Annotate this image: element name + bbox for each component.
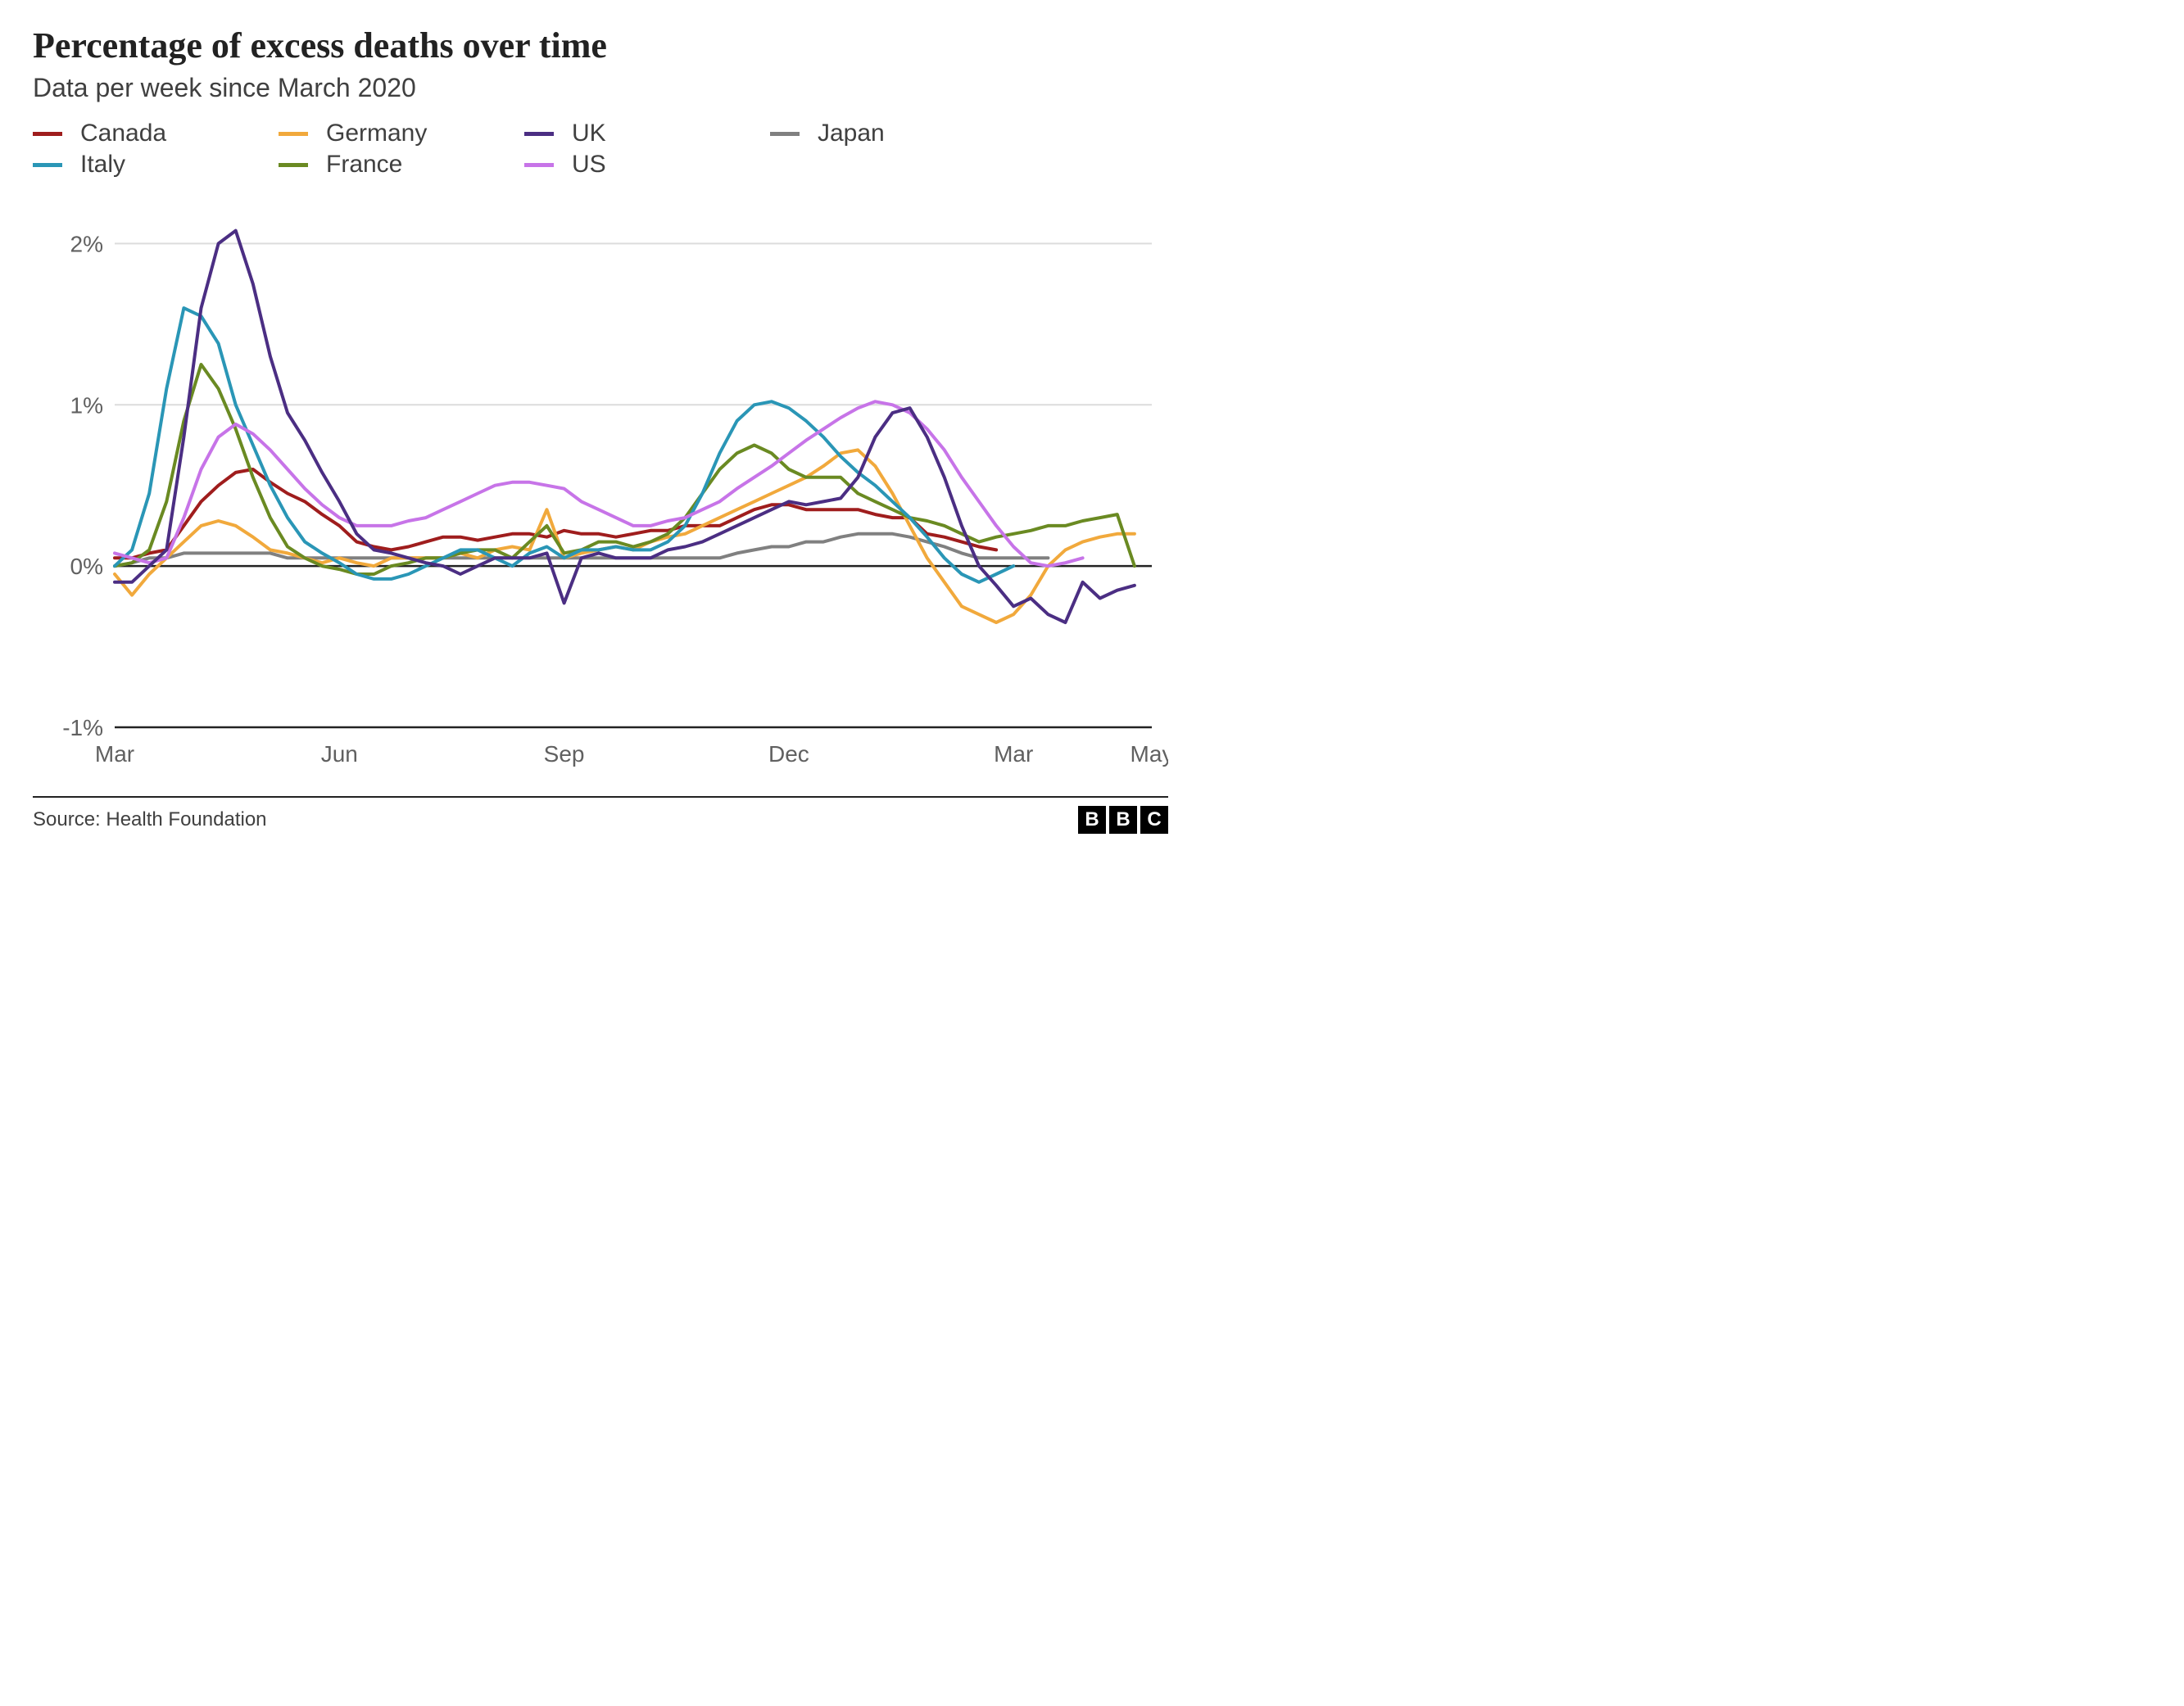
legend-swatch bbox=[33, 132, 62, 136]
x-tick-label: Mar bbox=[95, 741, 134, 767]
legend: Canada Germany UK Japan Italy France US bbox=[33, 120, 1168, 179]
legend-label: Germany bbox=[326, 120, 427, 147]
bbc-logo: BBC bbox=[1078, 806, 1168, 834]
bbc-block: C bbox=[1140, 806, 1168, 834]
legend-item-us: US bbox=[524, 151, 754, 179]
legend-label: Italy bbox=[80, 151, 125, 179]
y-tick-label: 0% bbox=[70, 554, 103, 579]
x-tick-label: Dec bbox=[768, 741, 809, 767]
y-tick-label: -1% bbox=[62, 715, 103, 740]
legend-item-japan: Japan bbox=[770, 120, 999, 147]
y-tick-label: 1% bbox=[70, 392, 103, 418]
series-line-italy bbox=[115, 308, 1013, 582]
legend-item-italy: Italy bbox=[33, 151, 262, 179]
footer: Source: Health Foundation BBC bbox=[33, 796, 1168, 834]
chart-title: Percentage of excess deaths over time bbox=[33, 25, 1168, 66]
series-line-canada bbox=[115, 469, 996, 558]
legend-label: France bbox=[326, 151, 402, 179]
bbc-block: B bbox=[1109, 806, 1137, 834]
legend-swatch bbox=[279, 163, 308, 167]
legend-item-france: France bbox=[279, 151, 508, 179]
bbc-block: B bbox=[1078, 806, 1106, 834]
x-tick-label: Jun bbox=[321, 741, 358, 767]
x-tick-label: May bbox=[1131, 741, 1168, 767]
x-tick-label: Sep bbox=[544, 741, 585, 767]
legend-item-uk: UK bbox=[524, 120, 754, 147]
legend-label: US bbox=[572, 151, 606, 179]
legend-swatch bbox=[524, 132, 554, 136]
chart-container: Percentage of excess deaths over time Da… bbox=[0, 0, 1201, 850]
legend-label: Canada bbox=[80, 120, 166, 147]
chart-subtitle: Data per week since March 2020 bbox=[33, 73, 1168, 103]
series-line-france bbox=[115, 364, 1135, 574]
legend-label: UK bbox=[572, 120, 606, 147]
legend-swatch bbox=[524, 163, 554, 167]
legend-item-germany: Germany bbox=[279, 120, 508, 147]
legend-item-canada: Canada bbox=[33, 120, 262, 147]
legend-swatch bbox=[33, 163, 62, 167]
y-tick-label: 2% bbox=[70, 231, 103, 256]
series-line-uk bbox=[115, 231, 1135, 622]
x-tick-label: Mar bbox=[994, 741, 1033, 767]
legend-swatch bbox=[770, 132, 800, 136]
plot-area: -1% 0% 1% 2% Mar Jun Sep Dec Mar May bbox=[33, 203, 1168, 776]
legend-swatch bbox=[279, 132, 308, 136]
legend-label: Japan bbox=[818, 120, 885, 147]
line-chart: -1% 0% 1% 2% Mar Jun Sep Dec Mar May bbox=[33, 203, 1168, 776]
source-text: Source: Health Foundation bbox=[33, 808, 267, 831]
